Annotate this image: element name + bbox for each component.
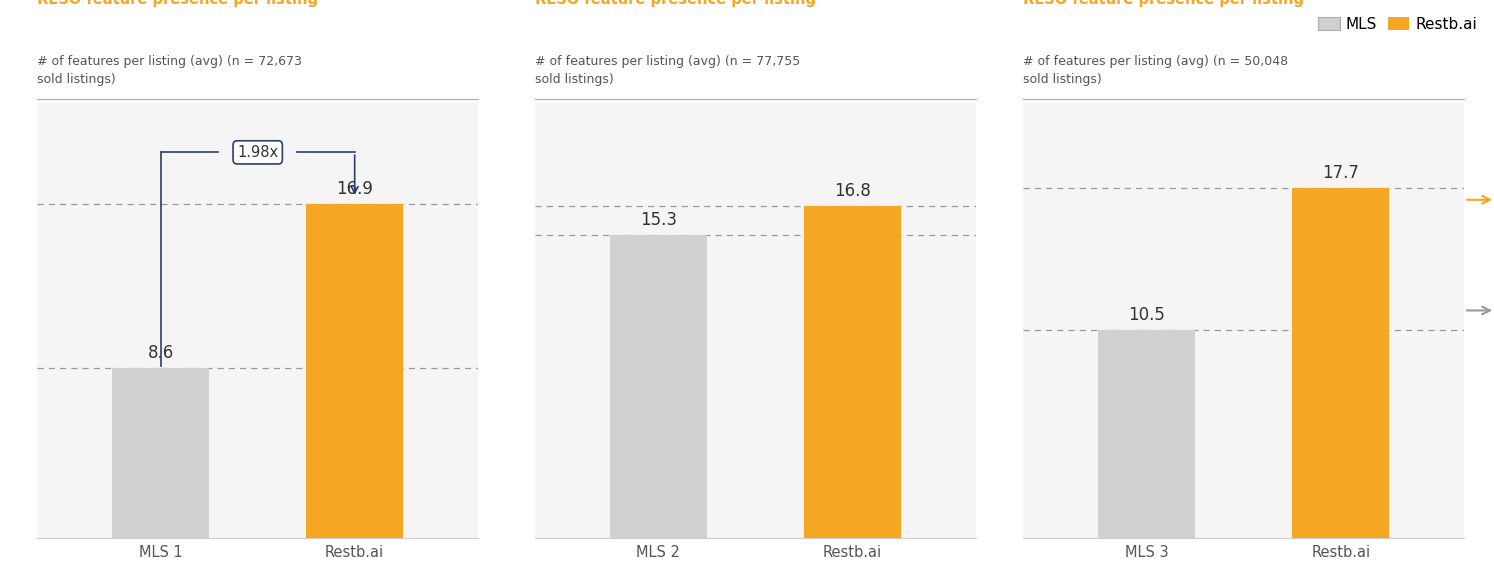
Bar — [1098, 330, 1195, 538]
Bar — [306, 204, 403, 538]
Text: 15.3: 15.3 — [639, 212, 677, 229]
Bar — [610, 235, 707, 538]
Bar — [804, 206, 901, 538]
Text: # of features per listing (avg) (n = 77,755
sold listings): # of features per listing (avg) (n = 77,… — [535, 55, 801, 86]
Text: # of features per listing (avg) (n = 72,673
sold listings): # of features per listing (avg) (n = 72,… — [37, 55, 302, 86]
Text: # of features per listing (avg) (n = 50,048
sold listings): # of features per listing (avg) (n = 50,… — [1023, 55, 1288, 86]
Text: 8.6: 8.6 — [148, 344, 173, 362]
Text: RESO feature presence per listing: RESO feature presence per listing — [1023, 0, 1304, 7]
Text: 1.98x: 1.98x — [238, 145, 278, 160]
Text: 17.7: 17.7 — [1322, 164, 1360, 182]
Text: RESO feature presence per listing: RESO feature presence per listing — [535, 0, 816, 7]
Text: 10.5: 10.5 — [1128, 306, 1165, 324]
Text: RESO feature presence per listing: RESO feature presence per listing — [37, 0, 318, 7]
Bar — [1292, 188, 1389, 538]
Bar — [112, 368, 209, 538]
Text: 16.9: 16.9 — [336, 180, 374, 198]
Legend: MLS, Restb.ai: MLS, Restb.ai — [1312, 10, 1484, 38]
Text: 16.8: 16.8 — [834, 182, 871, 200]
